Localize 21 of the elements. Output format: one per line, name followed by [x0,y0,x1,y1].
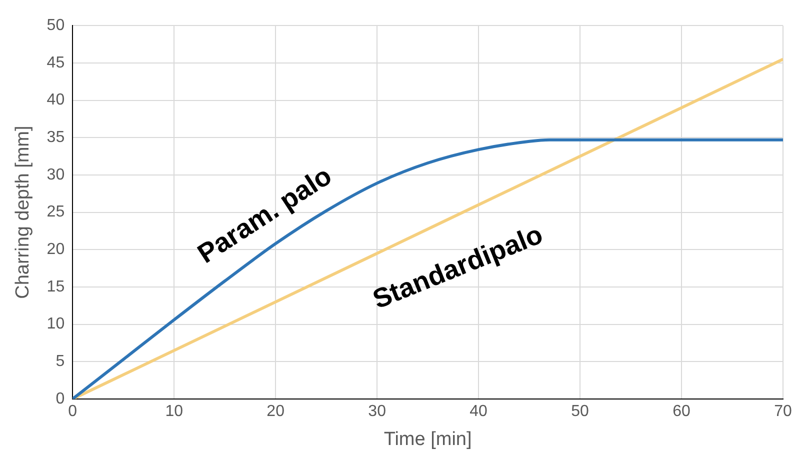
y-tick-label: 45 [46,54,65,72]
x-tick-label: 60 [672,403,691,420]
y-axis-title: Charring depth [mm] [12,126,34,299]
y-tick-label: 5 [56,353,65,370]
x-tick-label: 70 [774,403,792,420]
y-tick-label: 0 [56,390,65,408]
x-tick-label: 50 [571,403,590,420]
x-tick-label: 10 [165,403,184,420]
y-tick-label: 30 [46,166,65,184]
y-tick-label: 10 [46,316,65,333]
y-tick-label: 15 [46,278,65,296]
y-tick-label: 40 [46,92,65,109]
y-tick-label: 25 [46,204,65,221]
y-tick-label: 50 [46,17,65,34]
x-tick-label: 30 [368,403,386,420]
y-tick-label: 35 [46,129,65,146]
y-tick-label: 20 [46,241,65,258]
x-tick-label: 20 [266,403,285,420]
x-tick-label: 0 [68,403,78,420]
x-tick-label: 40 [470,403,488,420]
x-axis-title: Time [min] [384,428,472,450]
